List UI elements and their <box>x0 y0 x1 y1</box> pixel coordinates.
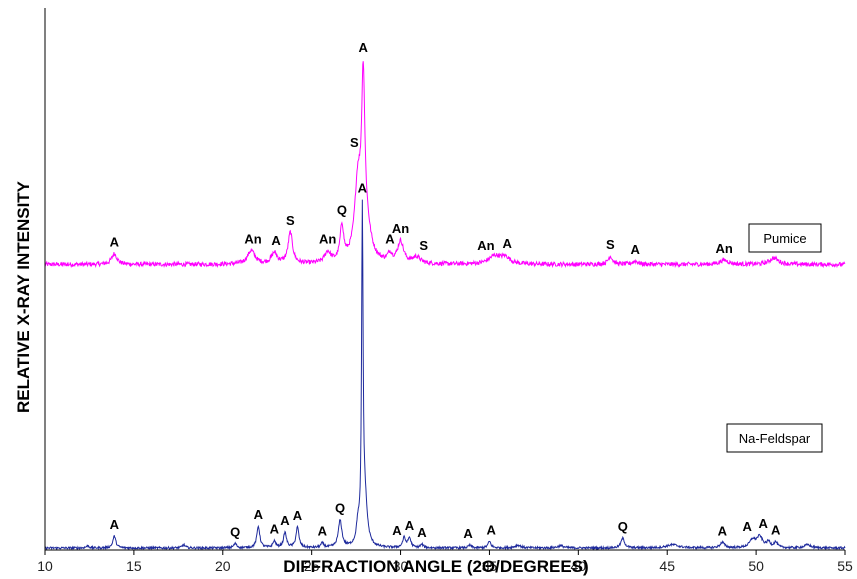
series-line-pumice <box>44 61 846 269</box>
peak-label: Q <box>230 524 240 539</box>
peak-label: A <box>359 40 369 55</box>
x-tick-label: 20 <box>215 558 231 574</box>
peak-label: A <box>487 522 497 537</box>
peak-label: Q <box>337 203 347 218</box>
x-tick-label: 35 <box>482 558 498 574</box>
x-tick-label: 30 <box>393 558 409 574</box>
peak-label: An <box>477 238 494 253</box>
peak-label: A <box>718 523 728 538</box>
peak-label: A <box>392 523 402 538</box>
peak-label: S <box>606 237 615 252</box>
peak-label: S <box>350 135 359 150</box>
legend-label: Pumice <box>763 231 806 246</box>
peak-label: A <box>759 516 769 531</box>
x-axis-ticks: 10 15 20 25 30 35 40 45 50 55 <box>37 550 853 574</box>
peak-labels: AAnASAnQSAAAnSAnASAAnAAQAAAAAQAAAAAAQAAA… <box>110 40 781 541</box>
peak-label: S <box>286 213 295 228</box>
x-tick-label: 55 <box>837 558 853 574</box>
peak-label: A <box>110 517 120 532</box>
peak-label: A <box>463 526 473 541</box>
x-tick-label: 40 <box>571 558 587 574</box>
peak-label: A <box>293 508 303 523</box>
x-tick-label: 15 <box>126 558 142 574</box>
x-tick-label: 10 <box>37 558 53 574</box>
peak-label: A <box>271 233 281 248</box>
peak-label: A <box>631 242 641 257</box>
legend-frame <box>726 423 823 453</box>
legend-label: Na-Feldspar <box>739 431 811 446</box>
y-axis-title: RELATIVE X-RAY INTENSITY <box>14 180 33 413</box>
peak-label: Q <box>618 519 628 534</box>
x-axis-title: DIFFRACTION ANGLE (2Θ/DEGREES) <box>283 557 588 576</box>
peak-label: A <box>254 507 264 522</box>
legend-box-na-feldspar: Na-Feldspar <box>726 423 823 453</box>
peak-label: A <box>405 518 415 533</box>
peak-label: S <box>419 238 428 253</box>
peak-label: An <box>244 231 261 246</box>
series-legends: Pumice Na-Feldspar <box>726 223 823 453</box>
peak-label: A <box>318 524 328 539</box>
peak-label: A <box>270 522 280 537</box>
legend-box-pumice: Pumice <box>748 223 822 253</box>
peak-label: An <box>319 231 336 246</box>
peak-label: A <box>280 513 290 528</box>
x-tick-label: 50 <box>748 558 764 574</box>
legend-frame <box>748 223 822 253</box>
peak-label: A <box>358 180 368 195</box>
series-line-na-feldspar <box>44 199 846 551</box>
axes <box>44 8 845 551</box>
peak-label: An <box>392 221 409 236</box>
x-tick-label: 25 <box>304 558 320 574</box>
plot-area <box>44 61 846 551</box>
peak-label: A <box>110 235 120 250</box>
peak-label: A <box>503 236 513 251</box>
peak-label: A <box>417 525 427 540</box>
peak-label: A <box>771 522 781 537</box>
peak-label: A <box>385 232 395 247</box>
peak-label: An <box>715 241 732 256</box>
peak-label: Q <box>335 501 345 516</box>
x-tick-label: 45 <box>659 558 675 574</box>
peak-label: A <box>743 519 753 534</box>
